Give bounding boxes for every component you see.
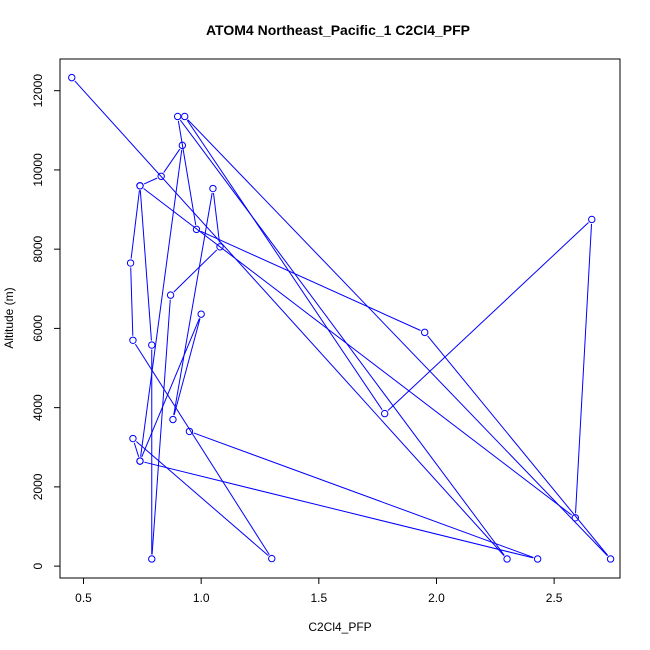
plot-frame [59,58,621,579]
data-point [157,172,165,180]
x-tick-label: 2.0 [428,591,445,605]
y-tick-label: 10000 [31,153,45,187]
series-segment [151,299,171,555]
series-segment [133,442,140,457]
x-tick-label: 2.5 [546,591,563,605]
data-point [148,555,156,563]
x-axis: 0.5 1.0 1.5 2.0 2.5 [75,577,563,605]
y-tick-label: 2000 [31,473,45,500]
data-point [129,434,137,443]
x-tick-label: 1.5 [310,591,327,605]
series-segment [163,148,181,173]
data-point [173,112,182,121]
data-point [588,215,596,224]
data-point [136,457,144,465]
points-layer [68,73,615,563]
data-point [136,182,144,190]
series-segment [130,190,140,259]
data-point [126,259,135,267]
series-segment [575,223,593,514]
series-segment [387,222,589,411]
data-point [129,336,137,344]
series-segment [134,343,270,556]
series-segment [200,230,421,331]
series-segment [140,149,183,457]
data-point [571,514,579,522]
y-tick-label: 4000 [31,394,45,421]
data-point [169,415,177,424]
y-tick-label: 0 [31,562,45,569]
y-tick-label: 8000 [31,235,45,262]
series-segment [177,120,197,226]
x-tick-label: 0.5 [75,591,92,605]
data-point [606,555,615,563]
series-segment [144,461,534,559]
y-axis: 0 2000 4000 6000 8000 10000 12000 [31,74,61,569]
series-segment [130,267,134,336]
data-point [209,184,217,193]
data-point [68,73,76,82]
series-segment [212,192,220,243]
series-segment [427,335,609,556]
data-point [216,243,224,251]
y-axis-label: Altitude (m) [2,287,16,348]
data-point [166,291,175,299]
data-point [185,427,194,436]
series-segment [186,119,383,411]
data-point [181,112,189,121]
series-segment [193,432,534,558]
series-segment [143,188,573,516]
data-point [148,341,156,349]
data-point [421,328,429,337]
data-point [503,555,511,563]
series-segment [179,119,505,556]
series-segment [143,177,158,185]
series-segment [173,192,213,416]
data-point [533,555,542,563]
x-tick-label: 1.0 [193,591,210,605]
y-tick-label: 6000 [31,315,45,342]
series-layer [74,80,609,559]
data-point [268,554,276,563]
data-point [192,225,201,234]
series-segment [173,249,218,293]
series-segment [187,119,608,557]
series-segment [74,80,505,556]
chart-title: ATOM4 Northeast_Pacific_1 C2Cl4_PFP [206,22,470,38]
data-point [178,141,187,150]
x-axis-label: C2Cl4_PFP [308,620,371,634]
series-segment [173,318,201,416]
series-segment [139,190,152,341]
y-tick-label: 12000 [31,74,45,108]
data-point [381,409,389,418]
series-segment [141,318,200,458]
data-point [197,310,205,318]
